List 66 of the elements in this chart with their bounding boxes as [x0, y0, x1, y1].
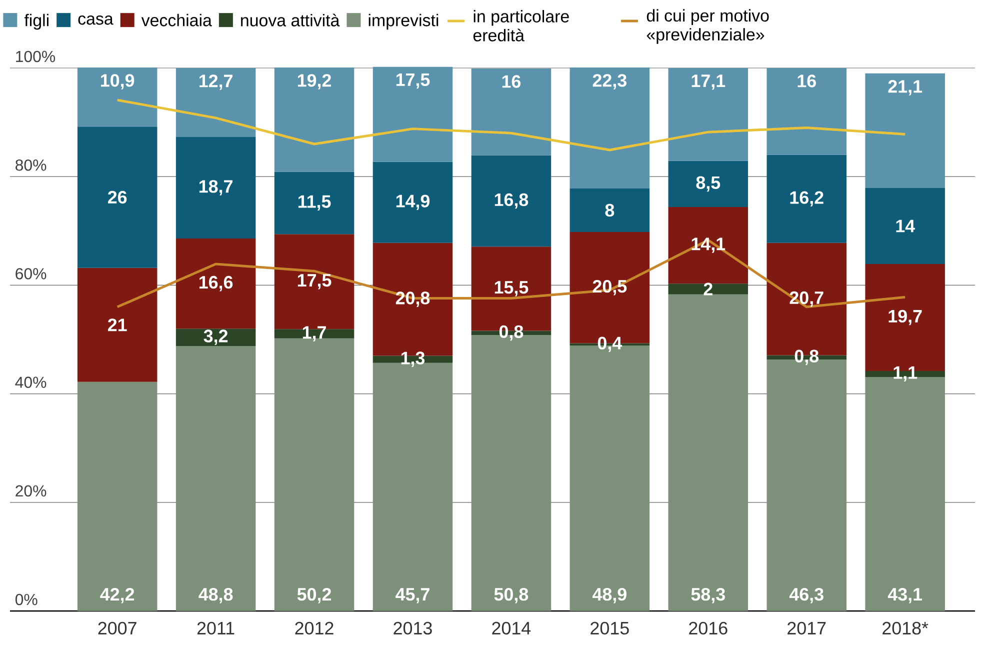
y-tick-label: 0%	[15, 594, 38, 606]
data-label: 17,5	[396, 74, 430, 89]
x-tick-label: 2015	[590, 622, 629, 635]
legend-label: vecchiaia	[141, 14, 212, 26]
data-label: 0,8	[499, 325, 524, 341]
data-label: 21	[108, 318, 127, 332]
data-label: 45,7	[396, 588, 430, 604]
data-label: 22,3	[592, 74, 626, 90]
legend-label: figli	[24, 14, 48, 30]
y-tick-label: 100%	[16, 50, 56, 62]
x-tick-label: 2013	[394, 622, 432, 635]
x-tick-label: 2014	[492, 622, 531, 635]
data-label: 19,7	[888, 310, 922, 326]
data-label: 16,2	[790, 191, 824, 207]
data-label: 26	[108, 190, 127, 204]
data-label: 12,7	[199, 74, 232, 90]
data-label: 8	[605, 204, 614, 217]
x-tick-label: 2018*	[882, 622, 928, 635]
data-label: 48,8	[198, 588, 233, 604]
data-label: 17,1	[692, 74, 726, 90]
legend-label: nuova attività	[241, 14, 340, 26]
data-label: 3,2	[204, 330, 228, 345]
data-label: 58,3	[691, 588, 725, 604]
data-label: 18,7	[199, 180, 232, 196]
x-tick-label: 2011	[197, 622, 234, 635]
data-label: 17,5	[298, 274, 332, 290]
data-label: 50,8	[494, 588, 528, 604]
data-label: 1,1	[894, 366, 918, 382]
data-label: 50,2	[297, 588, 331, 604]
y-tick-label: 40%	[15, 376, 46, 388]
data-label: 0,8	[794, 350, 819, 366]
data-label: 20,8	[396, 292, 430, 307]
data-label: 15,5	[494, 281, 528, 296]
data-label: 16,6	[199, 276, 233, 292]
y-tick-label: 20%	[16, 485, 46, 497]
data-label: 46,3	[789, 588, 824, 604]
data-label: 14,9	[396, 194, 430, 210]
data-label: 16	[502, 75, 521, 88]
data-label: 20,7	[790, 291, 824, 307]
data-label: 1,3	[401, 352, 425, 367]
y-tick-label: 80%	[16, 159, 46, 171]
x-tick-label: 2012	[295, 622, 334, 635]
y-tick-label: 60%	[16, 268, 46, 280]
data-label: 43,1	[888, 588, 922, 604]
data-label: 1,7	[302, 326, 326, 342]
data-label: 14	[896, 220, 915, 232]
data-label: 0,4	[598, 336, 622, 352]
data-label: 20,5	[592, 280, 627, 296]
x-tick-label: 2016	[689, 622, 728, 635]
data-label: 10,9	[101, 74, 134, 90]
x-tick-label: 2017	[788, 622, 826, 635]
legend-label: in particolare eredità	[473, 10, 569, 42]
x-tick-label: 2007	[98, 622, 136, 635]
data-label: 42,2	[100, 588, 134, 604]
legend-label: di cui per motivo «previdenziale»	[646, 9, 769, 44]
data-label: 19,2	[298, 74, 331, 90]
legend-label: imprevisti	[368, 14, 438, 30]
data-label: 2	[704, 282, 712, 296]
data-label: 14,1	[692, 238, 726, 253]
data-label: 8,5	[696, 176, 720, 192]
data-label: 21,1	[888, 80, 922, 96]
data-label: 16	[798, 74, 816, 88]
data-label: 48,9	[592, 588, 626, 604]
data-label: 11,5	[298, 195, 331, 210]
data-label: 16,8	[494, 193, 528, 209]
legend-label: casa	[78, 15, 114, 25]
